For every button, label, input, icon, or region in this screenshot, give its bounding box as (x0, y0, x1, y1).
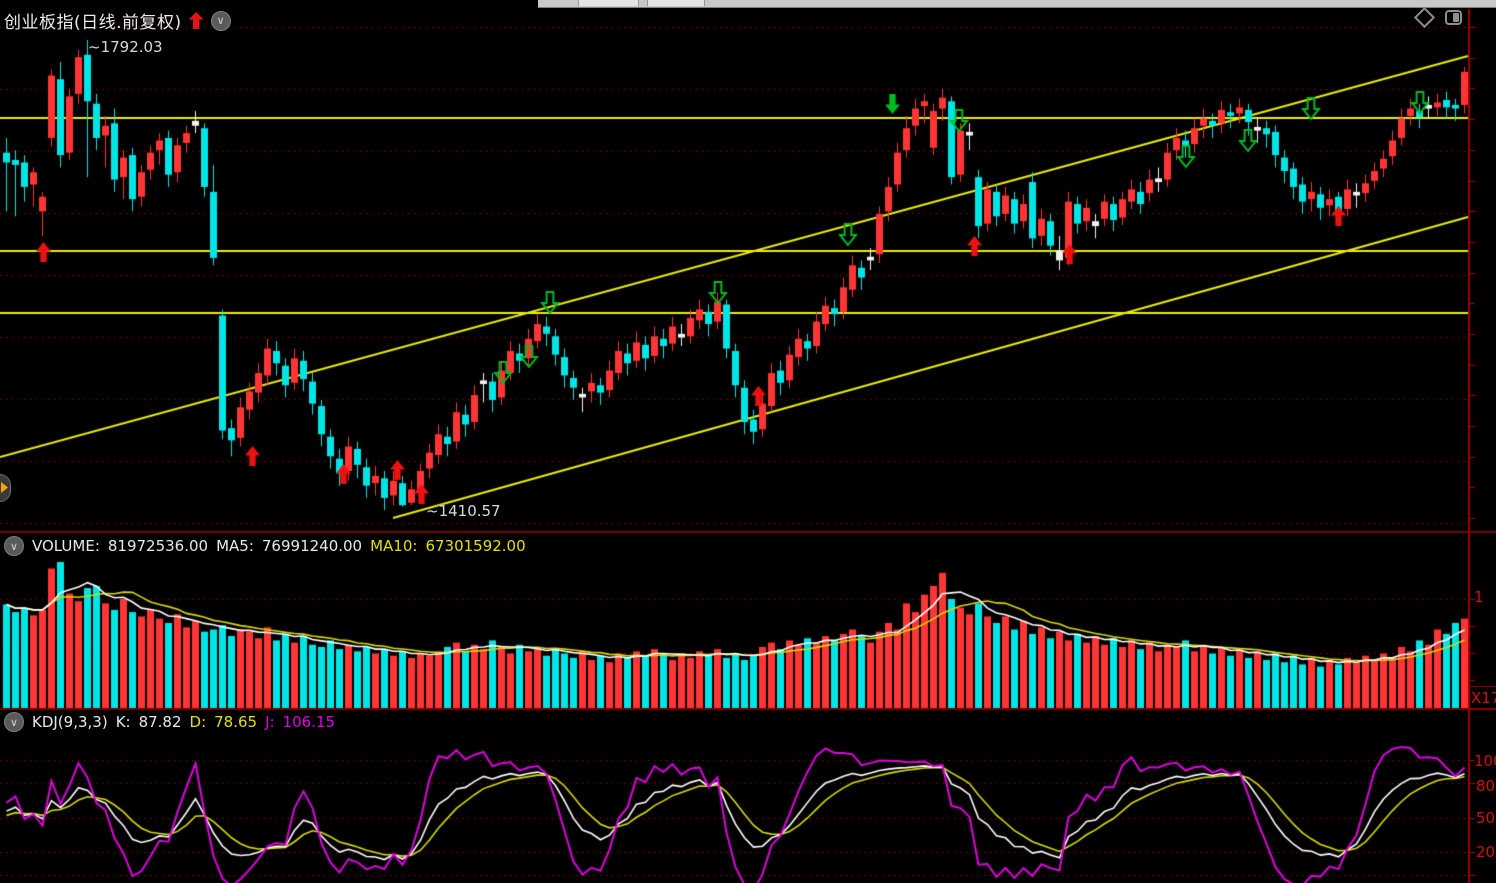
kdj-axis-80: 80 (1476, 777, 1496, 795)
kdj-k-label: K: (115, 713, 131, 731)
chevron-down-icon[interactable]: ∨ (4, 712, 24, 732)
kdj-k-value: 87.82 (138, 713, 182, 731)
kdj-axis-20: 20 (1476, 843, 1496, 861)
volume-ma5-label: MA5: (216, 537, 254, 555)
kdj-axis-100: 100 (1474, 752, 1496, 770)
volume-axis-multiplier-label: X17 (1471, 689, 1496, 707)
volume-ma10-label: MA10: (370, 537, 418, 555)
high-price-label: ~1792.03 (88, 38, 163, 56)
chevron-down-icon[interactable]: ∨ (210, 10, 231, 31)
kdj-label: KDJ(9,3,3) (32, 713, 108, 731)
toolbar-tab-segment[interactable] (578, 0, 639, 6)
volume-panel-header: ∨ VOLUME: 81972536.00 MA5: 76991240.00 M… (4, 536, 526, 556)
low-price-label: ~1410.57 (426, 502, 501, 520)
volume-label: VOLUME: (32, 537, 100, 555)
kdj-j-value: 106.15 (282, 713, 336, 731)
chart-title: 创业板指(日线.前复权) (4, 13, 182, 33)
top-toolbar-strip (538, 0, 1496, 8)
volume-axis-top-label: 1 (1474, 588, 1484, 606)
diamond-icon[interactable] (1413, 6, 1436, 29)
split-view-icon[interactable] (1445, 10, 1462, 25)
kdj-axis-50: 50 (1476, 809, 1496, 827)
kdj-d-value: 78.65 (214, 713, 258, 731)
split-view-icon-fill (1453, 13, 1459, 22)
kdj-panel-header: ∨ KDJ(9,3,3) K: 87.82 D: 78.65 J: 106.15 (4, 712, 335, 732)
volume-value: 81972536.00 (107, 537, 209, 555)
chevron-down-icon[interactable]: ∨ (4, 536, 24, 556)
volume-ma10-value: 67301592.00 (425, 537, 526, 555)
kdj-d-label: D: (189, 713, 207, 731)
kdj-j-label: J: (265, 713, 275, 731)
toolbar-tab-segment[interactable] (647, 0, 705, 6)
price-up-arrow-icon (188, 12, 204, 29)
right-arrow-icon (1, 482, 8, 493)
volume-ma5-value: 76991240.00 (261, 537, 363, 555)
